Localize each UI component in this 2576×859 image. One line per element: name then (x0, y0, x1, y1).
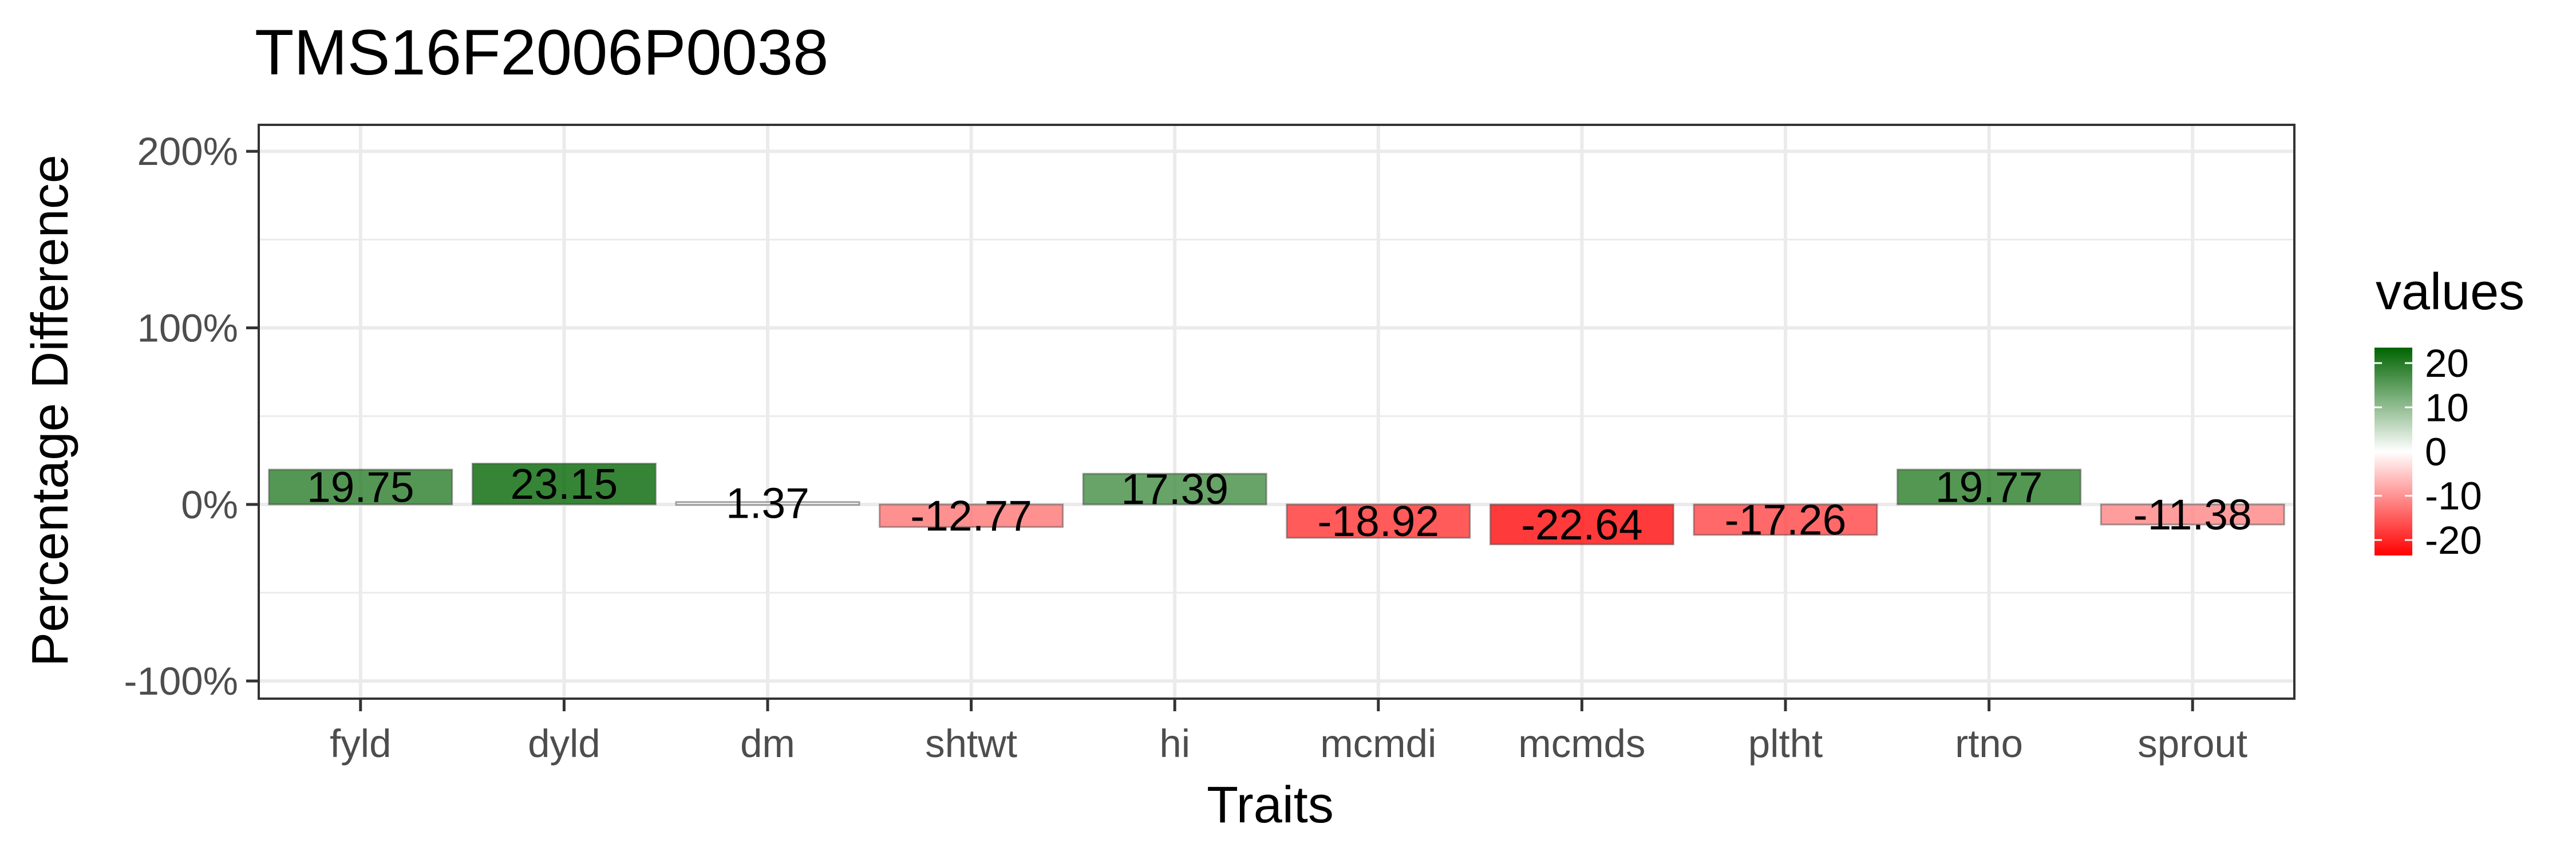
chart-title: TMS16F2006P0038 (255, 17, 828, 88)
x-tick-label-fyld: fyld (330, 722, 391, 766)
x-tick-label-sprout: sprout (2138, 722, 2247, 766)
legend-tick-label: 20 (2425, 341, 2469, 385)
legend-tick-label: -10 (2425, 474, 2482, 518)
bar-sprout (2100, 503, 2285, 526)
bar-layer (268, 462, 2285, 546)
data-label-dyld: 23.15 (511, 460, 618, 508)
y-tick-label: 0% (181, 483, 238, 527)
data-label-rtno: 19.77 (1935, 463, 2043, 511)
plot-panel-border (258, 124, 2296, 700)
y-tick-label: -100% (124, 659, 238, 703)
x-tick-label-pltht: pltht (1748, 722, 1823, 766)
y-tick-label: 200% (137, 129, 238, 174)
legend-tick-label: 10 (2425, 385, 2469, 430)
y-tick-label: 100% (137, 306, 238, 350)
label-layer: 19.75 23.15 1.37 -12.77 17.39 -18.92 -22.64 -17… (307, 460, 2252, 549)
bar-dyld (471, 462, 657, 506)
data-label-fyld: 19.75 (307, 463, 414, 511)
data-label-mcmds: -22.64 (1521, 501, 1643, 549)
data-label-hi: 17.39 (1121, 465, 1228, 513)
legend-tick-label: -20 (2425, 518, 2482, 562)
x-tick-label-shtwt: shtwt (925, 722, 1017, 766)
data-label-shtwt: -12.77 (910, 492, 1032, 540)
legend-tick-label: 0 (2425, 430, 2447, 474)
bar-mcmds (1489, 503, 1674, 546)
data-label-pltht: -17.26 (1725, 495, 1847, 543)
bar-dm (675, 501, 860, 506)
bar-hi (1082, 472, 1267, 506)
x-axis-title: Traits (1207, 777, 1334, 834)
x-tick-label-mcmds: mcmds (1518, 722, 1645, 766)
legend-title: values (2376, 263, 2524, 321)
data-label-mcmdi: -18.92 (1317, 497, 1439, 545)
bar-pltht (1693, 503, 1878, 536)
bar-fyld (268, 468, 453, 506)
bar-shtwt (879, 503, 1064, 528)
data-label-dm: 1.37 (726, 479, 809, 527)
x-tick-label-dyld: dyld (528, 722, 600, 766)
grid-layer (259, 125, 2294, 699)
axis-layer: -100% 0% 100% 200% fyld dyld dm shtwt hi mcmdi mcm… (124, 129, 2248, 766)
data-label-sprout: -11.38 (2134, 490, 2252, 538)
x-tick-label-rtno: rtno (1955, 722, 2023, 766)
x-tick-label-dm: dm (740, 722, 795, 766)
x-tick-label-hi: hi (1159, 722, 1190, 766)
bar-mcmdi (1286, 503, 1471, 539)
bar-rtno (1897, 468, 2082, 506)
x-tick-label-mcmdi: mcmdi (1320, 722, 1436, 766)
y-axis-title: Percentage Difference (22, 155, 79, 667)
